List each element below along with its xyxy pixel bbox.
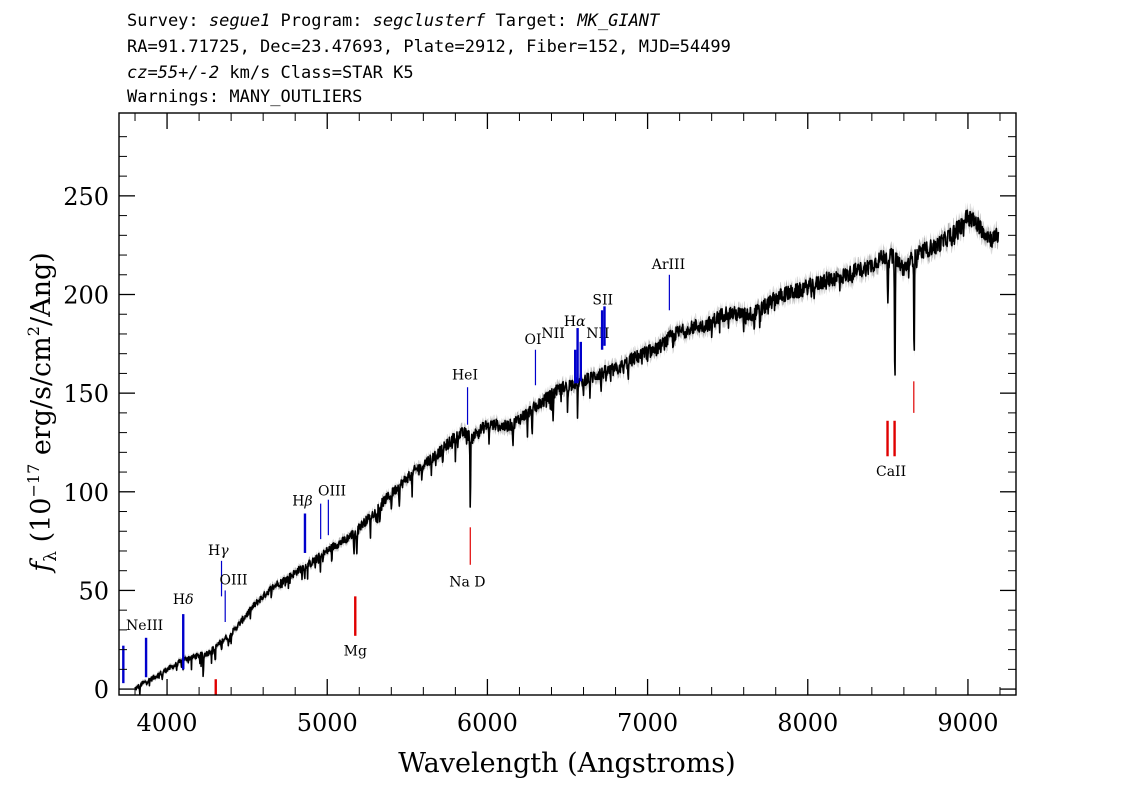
- x-axis-label: Wavelength (Angstroms): [398, 748, 735, 779]
- target-label: Target:: [485, 11, 578, 31]
- x-tick-label: 5000: [297, 709, 358, 737]
- plot-frame: [118, 112, 1017, 696]
- y-axis-label: fλ (10−17 erg/s/cm2/Ang): [24, 252, 61, 574]
- y-label-exp2: 2: [24, 326, 43, 336]
- y-tick-label: 250: [63, 183, 109, 211]
- redshift-value: cz=55+/-2: [127, 63, 220, 83]
- line-marker-label: NII: [541, 326, 564, 342]
- header-line-2: RA=91.71725, Dec=23.47693, Plate=2912, F…: [127, 37, 731, 57]
- target-value: MK_GIANT: [577, 11, 660, 31]
- x-tick-label: 8000: [777, 709, 838, 737]
- line-marker-label: CaII: [876, 464, 906, 480]
- line-marker-label: NII: [586, 326, 609, 342]
- line-marker-label: Hγ: [208, 543, 229, 559]
- x-tick-label: 7000: [617, 709, 678, 737]
- line-marker-label: HeI: [452, 367, 478, 383]
- x-tick-label: 9000: [937, 709, 998, 737]
- line-marker-label: OI: [525, 332, 542, 348]
- flux-error-band: [135, 202, 999, 697]
- line-marker-label: Hα: [564, 314, 586, 330]
- y-tick-label: 200: [63, 282, 109, 310]
- line-marker-label: NeIII: [126, 618, 163, 634]
- header-line-3: cz=55+/-2 km/s Class=STAR K5: [127, 63, 414, 83]
- y-label-open: (10: [26, 498, 57, 551]
- y-label-close: /Ang): [26, 252, 57, 326]
- y-tick-label: 150: [63, 380, 109, 408]
- line-marker-label: Hδ: [173, 592, 194, 608]
- y-label-sub: λ: [41, 551, 61, 562]
- y-tick-label: 0: [94, 676, 109, 704]
- header-line-4: Warnings: MANY_OUTLIERS: [127, 87, 363, 107]
- x-tick-label: 6000: [457, 709, 518, 737]
- program-label: Program:: [270, 11, 373, 31]
- line-marker-label: ArIII: [651, 257, 685, 273]
- line-marker-label: OIII: [318, 484, 346, 500]
- y-tick-label: 50: [78, 577, 109, 605]
- y-label-mid: erg/s/cm: [26, 336, 57, 464]
- survey-value: segue1: [208, 11, 271, 31]
- survey-label: Survey:: [127, 11, 209, 31]
- class-value: km/s Class=STAR K5: [219, 63, 414, 83]
- error-band: [135, 202, 999, 697]
- program-value: segclusterf: [372, 11, 486, 31]
- line-marker-label: Mg: [344, 644, 367, 660]
- line-marker-label: Hβ: [292, 494, 312, 510]
- x-tick-label: 4000: [137, 709, 198, 737]
- axis-ticks: 4000 5000 6000 7000 8000 9000 0 50 100 150 200 250: [63, 113, 1016, 737]
- line-marker-label: Na D: [449, 574, 485, 590]
- line-marker-label: OIII: [219, 573, 247, 589]
- line-marker-label: SII: [592, 292, 613, 308]
- y-label-exp: −17: [24, 464, 43, 498]
- flux-line: [134, 209, 1000, 696]
- plot-border: [118, 112, 1017, 696]
- spectrum-series: [134, 209, 1000, 696]
- header-line-1: Survey: segue1 Program: segclusterf Targ…: [127, 11, 659, 31]
- y-tick-label: 100: [63, 479, 109, 507]
